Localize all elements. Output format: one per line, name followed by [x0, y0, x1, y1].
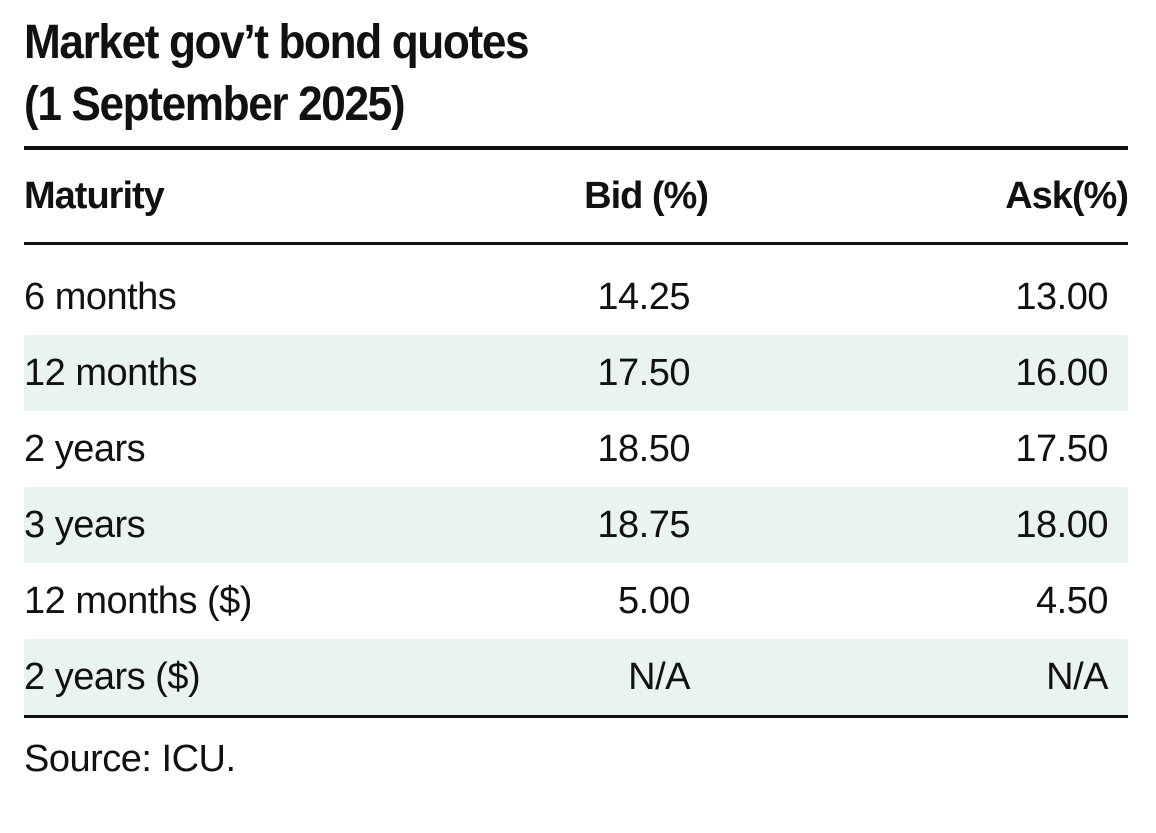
- cell-bid: 18.75: [597, 503, 690, 546]
- bond-quotes-table-figure: Market gov’t bond quotes (1 September 20…: [24, 12, 1129, 781]
- table-row: 2 years 18.50 17.50: [24, 411, 1128, 487]
- header-spacer: [24, 245, 1128, 259]
- table-header-row: Maturity Bid (%) Ask(%): [24, 150, 1129, 242]
- cell-bid: 18.50: [597, 427, 690, 470]
- header-rule: [24, 242, 1128, 245]
- bottom-rule: [24, 715, 1128, 718]
- table-row: 12 months 17.50 16.00: [24, 335, 1128, 411]
- cell-maturity: 12 months: [24, 351, 197, 394]
- header-bid: Bid (%): [584, 174, 709, 217]
- table-row: 12 months ($) 5.00 4.50: [24, 563, 1128, 639]
- title-line-1: Market gov’t bond quotes: [24, 16, 530, 69]
- cell-ask: 17.50: [1015, 427, 1108, 470]
- cell-maturity: 2 years: [24, 427, 146, 470]
- table-row: 6 months 14.25 13.00: [24, 259, 1128, 335]
- cell-maturity: 6 months: [24, 275, 177, 318]
- page-title: Market gov’t bond quotes (1 September 20…: [24, 12, 1040, 136]
- top-rule: [24, 146, 1128, 150]
- title-line-2: (1 September 2025): [24, 78, 406, 131]
- cell-ask: 18.00: [1015, 503, 1108, 546]
- source-note: Source: ICU.: [24, 738, 236, 780]
- table-row: 2 years ($) N/A N/A: [24, 639, 1128, 715]
- cell-bid: 14.25: [597, 275, 690, 318]
- cell-maturity: 2 years ($): [24, 655, 201, 698]
- cell-maturity: 3 years: [24, 503, 146, 546]
- cell-ask: 16.00: [1015, 351, 1108, 394]
- cell-bid: 17.50: [597, 351, 690, 394]
- cell-ask: N/A: [1046, 655, 1108, 698]
- header-maturity: Maturity: [24, 174, 165, 217]
- cell-bid: N/A: [628, 655, 690, 698]
- table-row: 3 years 18.75 18.00: [24, 487, 1128, 563]
- header-ask: Ask(%): [1005, 174, 1129, 217]
- cell-ask: 13.00: [1015, 275, 1108, 318]
- cell-ask: 4.50: [1036, 579, 1108, 622]
- cell-maturity: 12 months ($): [24, 579, 252, 622]
- cell-bid: 5.00: [618, 579, 690, 622]
